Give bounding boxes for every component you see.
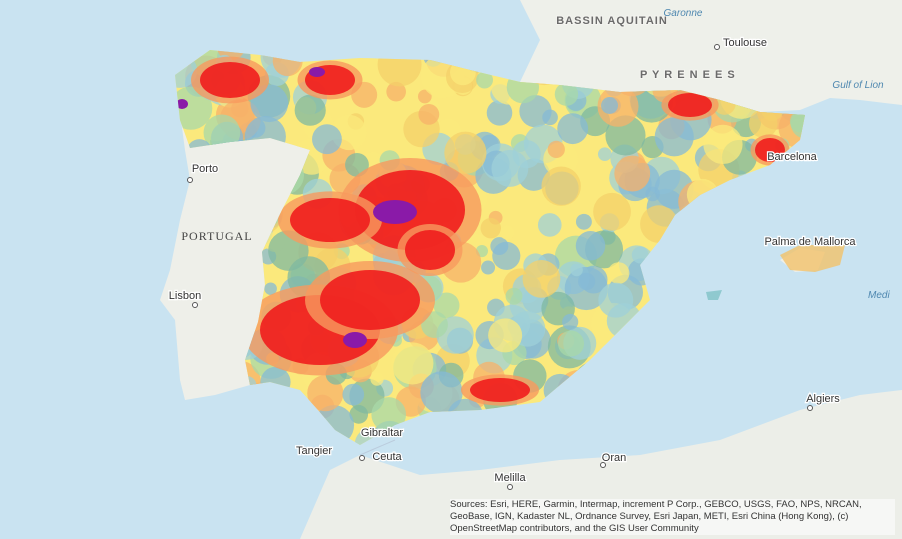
place-label: Porto <box>192 163 218 175</box>
heat-hot <box>405 230 455 270</box>
heat-blob <box>789 110 805 133</box>
heat-blob <box>391 342 434 385</box>
heat-blob <box>418 103 440 125</box>
heat-blob <box>557 113 589 145</box>
heat-hot <box>470 378 530 402</box>
place-label: Algiers <box>806 393 840 405</box>
heat-blob <box>420 371 463 414</box>
city-dot <box>359 455 365 461</box>
heat-hot <box>755 138 785 162</box>
heat-blob <box>480 217 501 239</box>
place-label: Garonne <box>664 8 703 19</box>
heat-blob <box>491 150 529 187</box>
heat-blob <box>175 86 213 130</box>
heat-blob <box>349 405 369 424</box>
heat-blob <box>386 81 406 102</box>
heat-blob <box>488 318 523 353</box>
heat-blob <box>654 117 694 157</box>
place-label: Palma de Mallorca <box>764 236 856 248</box>
heat-blob <box>294 94 326 126</box>
heat-hot <box>200 62 260 98</box>
heat-blob <box>231 99 249 118</box>
balearic-heat <box>780 245 845 272</box>
heat-hot <box>320 270 420 330</box>
heat-blob <box>505 287 523 305</box>
place-label: Lisbon <box>169 290 201 302</box>
city-dot <box>507 484 513 490</box>
heat-blob <box>522 260 561 298</box>
heat-blob <box>598 282 634 318</box>
heat-blob <box>597 85 639 127</box>
heat-blob <box>593 192 631 231</box>
place-label: Medi <box>868 290 890 301</box>
place-label: Tangier <box>296 445 332 457</box>
heat-blob <box>342 383 365 406</box>
heat-blob <box>500 225 515 240</box>
heat-blob <box>748 109 778 138</box>
city-dot <box>192 302 198 308</box>
place-label: Melilla <box>494 472 526 484</box>
heat-hot <box>668 93 712 117</box>
heat-blob <box>578 272 596 291</box>
place-label: Gulf of Lion <box>832 80 884 91</box>
heat-blob <box>421 311 448 339</box>
ibiza-heat <box>706 290 722 300</box>
heat-blob <box>216 50 246 61</box>
heat-blob <box>537 213 562 237</box>
heat-blob <box>554 82 579 106</box>
place-label: Oran <box>602 452 626 464</box>
heat-blob <box>541 166 581 206</box>
heat-hot <box>290 198 370 242</box>
place-label: BASSIN AQUITAIN <box>556 15 668 27</box>
heat-blob <box>371 397 407 432</box>
place-label: Toulouse <box>723 37 767 49</box>
heat-blob <box>557 330 585 357</box>
heat-peak <box>309 67 325 77</box>
heat-blob <box>562 313 579 330</box>
heat-blob <box>476 71 494 89</box>
heat-blob <box>570 263 583 277</box>
heat-blob <box>492 241 521 270</box>
heat-blob <box>542 109 558 126</box>
portugal <box>160 75 310 400</box>
heat-blob <box>547 140 565 159</box>
place-label: Gibraltar <box>361 427 404 439</box>
city-dot <box>187 177 193 183</box>
heat-blob <box>486 100 513 126</box>
heat-blob <box>703 124 743 165</box>
heat-blob <box>264 282 277 296</box>
heat-blob <box>345 152 369 177</box>
heat-blob <box>417 89 432 104</box>
city-dot <box>600 462 606 468</box>
place-label: PORTUGAL <box>181 229 252 243</box>
heat-blob <box>631 246 649 264</box>
place-label: Barcelona <box>767 151 817 163</box>
heat-blob <box>614 155 651 192</box>
place-label: Ceuta <box>372 451 402 463</box>
strait <box>359 439 396 456</box>
france <box>520 0 902 112</box>
place-label: P Y R E N E E S <box>640 69 736 81</box>
heat-blob <box>575 230 606 261</box>
heat-peak <box>176 99 188 109</box>
heat-blob <box>370 372 384 386</box>
heat-blob <box>481 260 496 275</box>
heat-blob <box>444 131 487 174</box>
attribution: Sources: Esri, HERE, Garmin, Intermap, i… <box>450 499 895 535</box>
heat-blob <box>433 292 460 319</box>
heat-peak <box>343 332 367 348</box>
heat-blob <box>312 124 342 155</box>
city-dot <box>807 405 813 411</box>
heat-peak <box>373 200 417 224</box>
heat-blob <box>601 96 619 114</box>
heat-blob <box>607 262 630 284</box>
city-dot <box>714 44 720 50</box>
heat-blob <box>575 213 592 230</box>
heat-blob <box>597 147 612 162</box>
